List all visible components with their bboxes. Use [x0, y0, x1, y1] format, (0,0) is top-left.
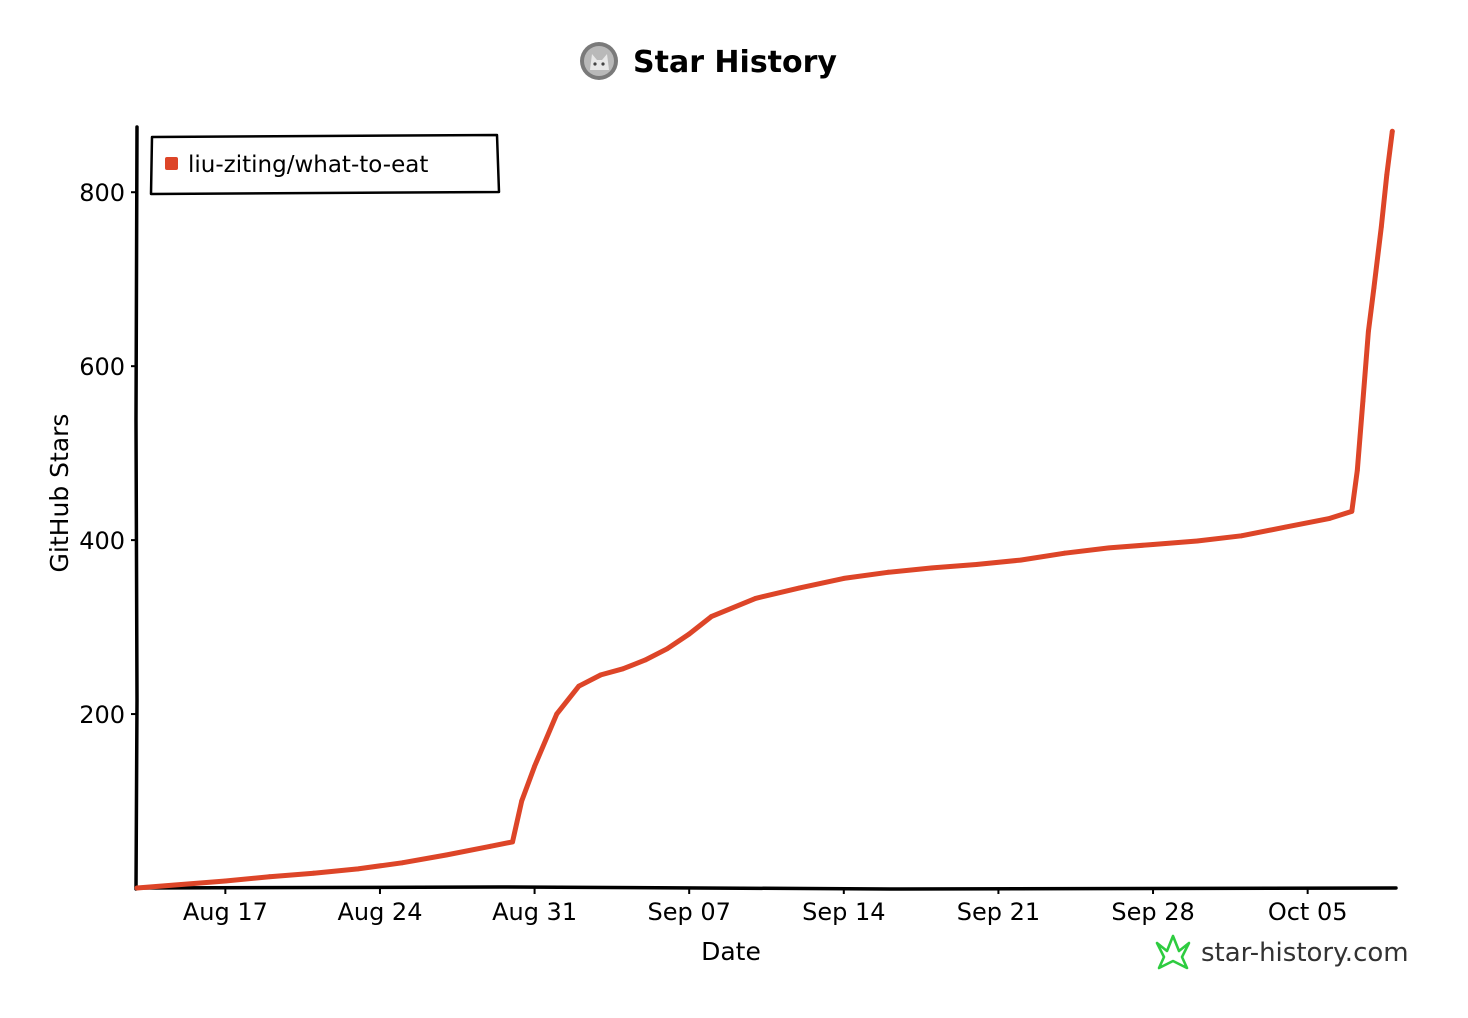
- data-point: [1354, 468, 1360, 473]
- data-point: [1360, 398, 1366, 404]
- data-point: [519, 798, 525, 804]
- axes: [134, 125, 1398, 891]
- chart-header: Star History: [580, 42, 837, 80]
- data-point: [267, 874, 272, 880]
- x-tick-label: Oct 05: [1268, 898, 1348, 926]
- data-point: [841, 576, 847, 581]
- brand-text: star-history.com: [1201, 938, 1409, 968]
- data-point: [1378, 224, 1384, 230]
- y-axis-ticks: 200 400 600 800: [79, 179, 137, 729]
- data-point: [1366, 329, 1371, 334]
- data-point: [664, 646, 670, 652]
- data-point: [797, 585, 802, 591]
- data-point: [510, 839, 515, 845]
- data-point: [576, 683, 582, 689]
- data-point: [178, 882, 184, 887]
- data-point: [1327, 516, 1333, 521]
- data-point: [1239, 533, 1244, 539]
- data-point: [223, 878, 228, 884]
- data-point: [686, 631, 692, 637]
- data-point: [1384, 172, 1390, 178]
- data-point: [554, 711, 560, 717]
- data-point: [885, 569, 891, 575]
- y-tick-label: 400: [79, 527, 125, 555]
- data-point: [134, 885, 140, 891]
- x-tick-label: Sep 07: [647, 898, 730, 926]
- cat-avatar-icon: [580, 42, 618, 80]
- y-tick-label: 600: [79, 353, 125, 381]
- y-tick-label: 800: [79, 179, 125, 207]
- x-tick-label: Aug 17: [183, 898, 268, 926]
- series-layer: [134, 128, 1395, 891]
- data-point: [708, 614, 714, 619]
- y-axis-title: GitHub Stars: [45, 414, 74, 573]
- legend-swatch: [165, 157, 178, 170]
- data-point: [1150, 542, 1156, 547]
- data-point: [1283, 524, 1288, 530]
- x-tick-label: Sep 28: [1111, 898, 1194, 926]
- x-axis-line: [134, 885, 1398, 891]
- brand: star-history.com: [1155, 934, 1409, 970]
- data-point: [1389, 128, 1395, 134]
- data-point: [532, 763, 537, 769]
- data-point: [1062, 550, 1068, 556]
- data-point: [1371, 285, 1377, 291]
- data-point: [399, 860, 405, 866]
- data-point: [642, 657, 648, 663]
- data-point: [311, 870, 317, 876]
- x-axis-ticks: Aug 17 Aug 24 Aug 31 Sep 07 Sep 14 Sep 21 Sep …: [183, 888, 1348, 926]
- data-point: [753, 596, 758, 601]
- data-point: [488, 843, 493, 849]
- data-point: [929, 565, 935, 571]
- data-point: [1194, 538, 1200, 544]
- data-point: [1018, 557, 1023, 563]
- chart-title: Star History: [633, 45, 837, 80]
- data-point: [973, 562, 979, 567]
- legend: liu-ziting/what-to-eat: [149, 133, 501, 196]
- x-tick-label: Aug 31: [492, 898, 577, 926]
- star-history-logo-icon: [1155, 934, 1191, 970]
- legend-box: [149, 133, 501, 196]
- x-tick-label: Sep 21: [957, 898, 1040, 926]
- x-tick-label: Sep 14: [802, 898, 885, 926]
- data-point: [598, 672, 604, 678]
- y-axis-line: [134, 125, 139, 891]
- data-point: [1349, 509, 1355, 514]
- legend-label: liu-ziting/what-to-eat: [188, 152, 428, 178]
- data-point: [1106, 545, 1112, 551]
- data-point: [443, 852, 449, 858]
- x-tick-label: Aug 24: [337, 898, 422, 926]
- data-point: [355, 866, 361, 872]
- x-axis-title: Date: [701, 937, 761, 966]
- data-point: [620, 666, 626, 672]
- y-tick-label: 200: [79, 701, 125, 729]
- series-line: [134, 128, 1395, 891]
